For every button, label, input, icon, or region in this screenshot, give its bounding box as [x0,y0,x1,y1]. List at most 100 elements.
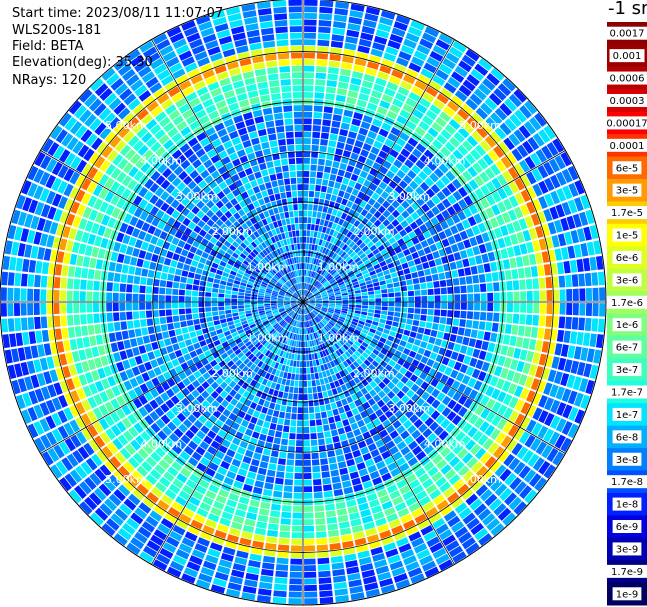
range-gate-cell [333,238,339,245]
range-gate-cell [434,309,441,316]
range-gate-cell [224,294,231,298]
range-gate-cell [517,325,525,337]
range-gate-cell [411,201,420,211]
range-gate-cell [329,229,335,236]
range-gate-cell [466,135,479,148]
range-gate-cell [328,292,335,296]
range-gate-cell [461,103,474,116]
range-gate-cell [379,64,392,75]
range-gate-cell [7,272,15,286]
range-gate-cell [466,346,474,357]
range-gate-cell [473,284,480,293]
range-gate-cell [430,266,438,275]
range-gate-cell [424,328,432,336]
range-gate-cell [374,240,383,248]
range-gate-cell [580,394,591,410]
range-gate-cell [349,261,356,267]
range-gate-cell [308,294,314,299]
range-gate-cell [73,314,81,326]
range-gate-cell [335,247,342,254]
range-gate-cell [328,293,335,297]
range-gate-cell [311,151,319,158]
range-gate-cell [358,92,370,102]
range-gate-cell [520,387,530,400]
range-gate-cell [315,251,319,259]
range-gate-cell [367,312,374,317]
range-gate-cell [567,390,578,405]
range-gate-cell [309,303,316,305]
range-gate-cell [382,200,391,209]
range-gate-cell [73,278,81,290]
range-gate-cell [491,388,501,400]
range-gate-cell [305,290,308,296]
range-gate-cell [40,289,47,301]
range-gate-cell [425,322,433,329]
range-gate-cell [325,213,331,221]
range-gate-cell [303,380,308,387]
range-gate-cell [312,289,318,294]
range-gate-cell [389,267,397,274]
range-gate-cell [394,246,402,254]
range-gate-cell [365,263,373,269]
range-gate-cell [325,227,331,235]
range-gate-cell [303,250,306,256]
range-gate-cell [459,345,468,355]
range-gate-cell [309,300,316,302]
range-gate-cell [514,399,525,412]
range-gate-cell [474,339,483,349]
range-gate-cell [308,190,315,198]
range-gate-cell [459,319,466,327]
range-gate-cell [423,246,432,255]
range-gate-cell [585,303,593,316]
range-gate-cell [66,314,74,326]
range-gate-cell [506,369,516,382]
range-gate-cell [426,343,434,351]
range-gate-cell [347,23,361,32]
range-gate-cell [371,192,380,201]
range-gate-cell [316,274,321,280]
range-gate-cell [328,308,335,312]
range-gate-cell [428,302,434,309]
range-gate-cell [379,260,387,267]
range-gate-cell [408,296,415,302]
range-gate-cell [335,296,342,299]
range-gate-cell [281,511,292,519]
range-gate-cell [322,299,329,301]
range-gate-cell [436,331,444,339]
range-gate-cell [291,532,303,539]
range-gate-cell [479,283,487,292]
range-gate-cell [40,316,48,329]
range-gate-cell [431,121,443,133]
range-gate-cell [499,103,513,117]
range-gate-cell [360,149,370,158]
range-gate-cell [388,75,401,85]
range-gate-cell [344,42,357,51]
range-gate-cell [362,194,371,203]
range-gate-cell [354,290,361,294]
range-gate-cell [407,260,415,267]
range-gate-cell [520,204,530,217]
range-gate-cell [309,419,316,427]
range-gate-cell [512,280,520,291]
range-gate-cell [291,525,303,532]
range-gate-cell [303,394,308,401]
range-gate-cell [479,312,487,321]
range-gate-cell [504,118,517,132]
range-gate-cell [381,93,393,104]
range-gate-cell [526,302,533,314]
range-gate-cell [532,133,545,147]
range-gate-cell [360,185,369,194]
range-gate-cell [204,302,211,307]
range-gate-cell [560,151,572,167]
range-gate-cell [477,158,489,170]
range-gate-cell [561,388,572,403]
range-gate-cell [528,364,538,377]
range-gate-cell [565,274,572,288]
range-gate-cell [466,117,479,129]
range-gate-cell [519,279,526,290]
range-gate-cell [405,215,414,225]
range-gate-cell [411,251,419,260]
range-gate-cell [340,183,348,192]
range-gate-cell [373,228,381,236]
range-gate-cell [365,319,373,324]
